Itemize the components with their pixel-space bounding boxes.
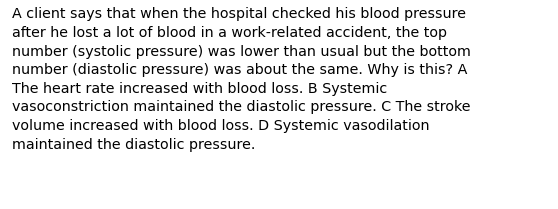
Text: A client says that when the hospital checked his blood pressure
after he lost a : A client says that when the hospital che… (12, 7, 471, 152)
